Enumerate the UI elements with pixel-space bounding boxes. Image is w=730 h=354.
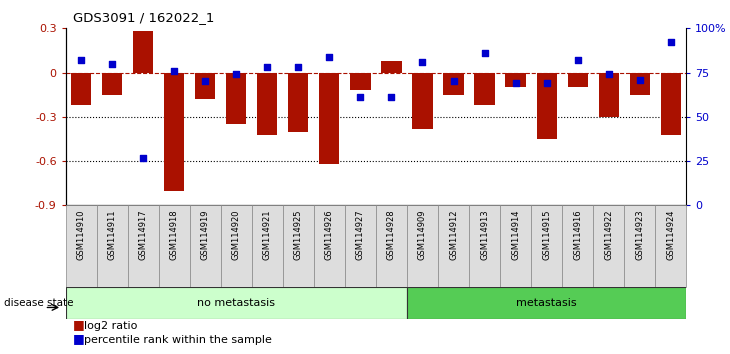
Bar bbox=[443, 73, 464, 95]
Text: GSM114923: GSM114923 bbox=[635, 209, 644, 260]
Point bbox=[107, 61, 118, 67]
Point bbox=[231, 72, 242, 77]
FancyBboxPatch shape bbox=[593, 205, 624, 287]
Bar bbox=[661, 73, 681, 135]
Bar bbox=[567, 73, 588, 87]
FancyBboxPatch shape bbox=[407, 287, 686, 319]
Point bbox=[75, 57, 87, 63]
Bar bbox=[505, 73, 526, 87]
Point bbox=[417, 59, 429, 65]
FancyBboxPatch shape bbox=[376, 205, 407, 287]
Point bbox=[293, 64, 304, 70]
Text: metastasis: metastasis bbox=[516, 298, 577, 308]
Text: GSM114919: GSM114919 bbox=[201, 209, 210, 260]
Bar bbox=[629, 73, 650, 95]
FancyBboxPatch shape bbox=[345, 205, 376, 287]
Text: no metastasis: no metastasis bbox=[197, 298, 275, 308]
Text: GSM114920: GSM114920 bbox=[232, 209, 241, 260]
FancyBboxPatch shape bbox=[562, 205, 593, 287]
FancyBboxPatch shape bbox=[469, 205, 500, 287]
Point bbox=[479, 50, 491, 56]
Text: GSM114924: GSM114924 bbox=[666, 209, 675, 260]
Bar bbox=[412, 73, 433, 129]
FancyBboxPatch shape bbox=[252, 205, 283, 287]
Bar bbox=[102, 73, 123, 95]
Point bbox=[634, 77, 645, 82]
Point bbox=[385, 95, 397, 100]
Point bbox=[541, 80, 553, 86]
Text: GSM114909: GSM114909 bbox=[418, 209, 427, 260]
Text: ■: ■ bbox=[73, 332, 85, 345]
FancyBboxPatch shape bbox=[438, 205, 469, 287]
FancyBboxPatch shape bbox=[128, 205, 158, 287]
Point bbox=[323, 54, 335, 59]
FancyBboxPatch shape bbox=[66, 287, 407, 319]
Bar bbox=[71, 73, 91, 105]
Point bbox=[169, 68, 180, 74]
Text: GSM114928: GSM114928 bbox=[387, 209, 396, 260]
Point bbox=[199, 79, 211, 84]
Text: GSM114910: GSM114910 bbox=[77, 209, 85, 260]
Bar bbox=[164, 73, 185, 190]
Point bbox=[355, 95, 366, 100]
Text: log2 ratio: log2 ratio bbox=[84, 321, 137, 331]
FancyBboxPatch shape bbox=[283, 205, 314, 287]
Bar bbox=[537, 73, 557, 139]
FancyBboxPatch shape bbox=[531, 205, 562, 287]
Bar bbox=[226, 73, 247, 124]
FancyBboxPatch shape bbox=[624, 205, 655, 287]
Text: GSM114912: GSM114912 bbox=[449, 209, 458, 260]
Text: GSM114914: GSM114914 bbox=[511, 209, 520, 260]
Point bbox=[572, 57, 583, 63]
Point bbox=[137, 155, 149, 160]
Point bbox=[603, 72, 615, 77]
FancyBboxPatch shape bbox=[190, 205, 220, 287]
Bar bbox=[133, 31, 153, 73]
FancyBboxPatch shape bbox=[96, 205, 128, 287]
Text: percentile rank within the sample: percentile rank within the sample bbox=[84, 335, 272, 345]
Point bbox=[261, 64, 273, 70]
FancyBboxPatch shape bbox=[500, 205, 531, 287]
Bar bbox=[599, 73, 619, 117]
Text: GSM114915: GSM114915 bbox=[542, 209, 551, 260]
Point bbox=[510, 80, 521, 86]
Bar bbox=[288, 73, 309, 132]
FancyBboxPatch shape bbox=[66, 205, 96, 287]
Text: GSM114913: GSM114913 bbox=[480, 209, 489, 260]
Text: GSM114922: GSM114922 bbox=[604, 209, 613, 260]
Bar bbox=[319, 73, 339, 164]
Bar bbox=[474, 73, 495, 105]
Point bbox=[665, 40, 677, 45]
Bar bbox=[195, 73, 215, 99]
Text: GSM114927: GSM114927 bbox=[356, 209, 365, 260]
Text: disease state: disease state bbox=[4, 298, 73, 308]
FancyBboxPatch shape bbox=[220, 205, 252, 287]
FancyBboxPatch shape bbox=[158, 205, 190, 287]
Text: GSM114925: GSM114925 bbox=[294, 209, 303, 260]
FancyBboxPatch shape bbox=[314, 205, 345, 287]
Text: GSM114911: GSM114911 bbox=[108, 209, 117, 260]
Text: GDS3091 / 162022_1: GDS3091 / 162022_1 bbox=[73, 11, 215, 24]
Text: ■: ■ bbox=[73, 318, 85, 331]
Text: GSM114926: GSM114926 bbox=[325, 209, 334, 260]
Text: GSM114918: GSM114918 bbox=[170, 209, 179, 260]
Text: GSM114916: GSM114916 bbox=[573, 209, 582, 260]
Point bbox=[447, 79, 459, 84]
FancyBboxPatch shape bbox=[407, 205, 438, 287]
Bar bbox=[381, 61, 402, 73]
Text: GSM114917: GSM114917 bbox=[139, 209, 147, 260]
FancyBboxPatch shape bbox=[655, 205, 686, 287]
Bar bbox=[257, 73, 277, 135]
Text: GSM114921: GSM114921 bbox=[263, 209, 272, 260]
Bar bbox=[350, 73, 371, 90]
